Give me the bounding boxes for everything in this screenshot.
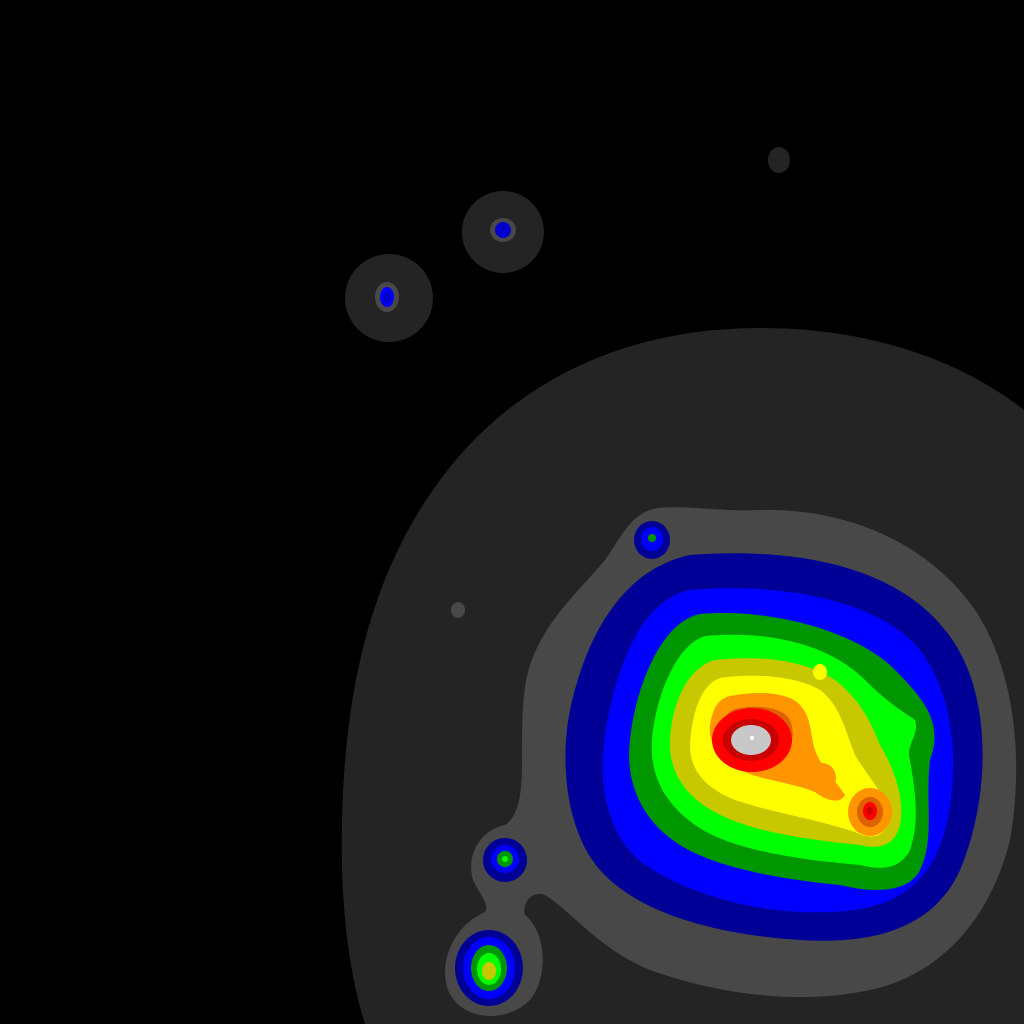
small-blob-mid xyxy=(451,602,465,618)
main-source xyxy=(565,553,983,941)
source-satellite-top xyxy=(634,521,670,559)
small-blob-top xyxy=(768,147,790,173)
source-satellite-left xyxy=(483,838,527,882)
source-satellite-bottom xyxy=(455,930,523,1006)
source-top-1 xyxy=(462,191,544,273)
source-top-2 xyxy=(345,254,433,342)
